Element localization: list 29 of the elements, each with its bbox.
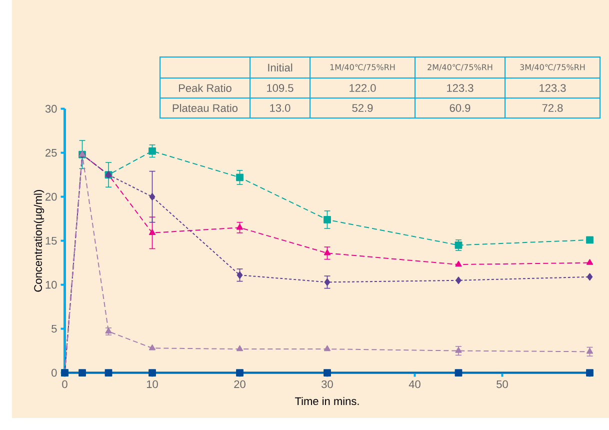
y-tick-label: 0 bbox=[52, 368, 57, 377]
y-tick-label: 20 bbox=[46, 192, 57, 201]
annotation: 60.9 bbox=[450, 104, 470, 112]
text: 1M/40℃/75%RH bbox=[330, 64, 395, 71]
y-tick-label: 5 bbox=[52, 324, 57, 333]
y-tick-label: 15 bbox=[46, 236, 57, 245]
x-tick-label: 30 bbox=[322, 380, 333, 388]
x-tick-label: 50 bbox=[496, 380, 508, 388]
y-tick-label: 30 bbox=[45, 104, 57, 113]
text: Peak Ratio bbox=[179, 84, 232, 92]
x-tick-label: 20 bbox=[234, 380, 246, 388]
x-tick-label: 10 bbox=[146, 380, 158, 388]
text: 109.5 bbox=[267, 84, 294, 92]
annotation: 52.9 bbox=[352, 104, 373, 112]
text: 3M/40℃/75%RH bbox=[520, 64, 585, 71]
annotation: 13.0 bbox=[270, 104, 290, 112]
x-tick-label: 40 bbox=[408, 380, 420, 388]
y-axis-title: Concentration(μg/ml) bbox=[34, 190, 44, 292]
annotation: Plateau Ratio bbox=[172, 104, 238, 112]
text: 2M/40℃/75%RH bbox=[428, 64, 492, 71]
text: Initial bbox=[268, 63, 292, 72]
y-tick-label: 25 bbox=[46, 148, 57, 157]
text: 123.3 bbox=[447, 84, 474, 92]
text: 122.0 bbox=[350, 84, 376, 92]
x-tick-label: 0 bbox=[62, 380, 68, 388]
text: 123.3 bbox=[540, 84, 566, 92]
y-tick-label: 10 bbox=[46, 280, 57, 289]
annotation: 72.8 bbox=[542, 104, 563, 112]
x-axis-title: Time in mins. bbox=[295, 396, 359, 406]
